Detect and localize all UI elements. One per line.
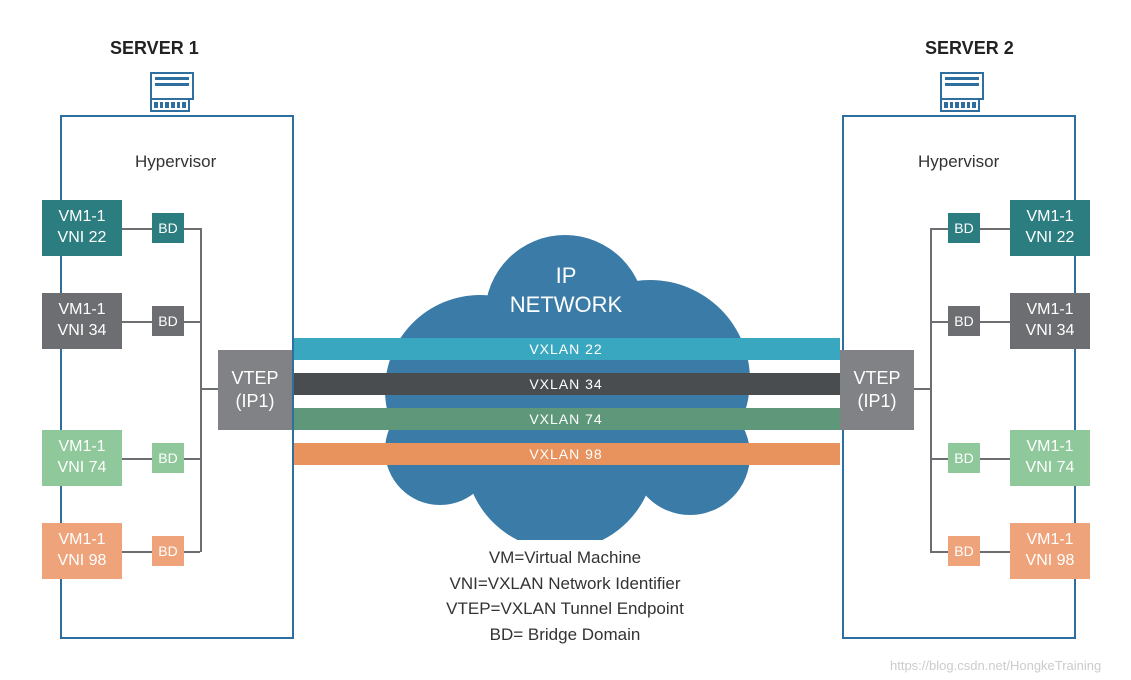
wire <box>184 458 200 460</box>
bd-box: BD <box>948 306 980 336</box>
server-1-vtep: VTEP (IP1) <box>218 350 292 430</box>
watermark: https://blog.csdn.net/HongkeTraining <box>890 658 1101 673</box>
vm-box: VM1-1VNI 98 <box>1010 523 1090 579</box>
vm-box: VM1-1VNI 34 <box>1010 293 1090 349</box>
server-2-bus <box>930 228 932 552</box>
vm-name: VM1-1 <box>58 437 105 458</box>
legend-line: BD= Bridge Domain <box>400 622 730 648</box>
wire <box>980 551 1010 553</box>
vxlan-tunnel: VXLAN 22 <box>292 338 840 360</box>
vm-name: VM1-1 <box>58 300 105 321</box>
legend-line: VNI=VXLAN Network Identifier <box>400 571 730 597</box>
vtep-label-2: (IP1) <box>235 390 274 413</box>
bd-box: BD <box>152 213 184 243</box>
server-1-icon <box>150 72 194 112</box>
server-1-bus <box>200 228 202 552</box>
wire <box>930 321 948 323</box>
wire <box>980 321 1010 323</box>
vtep-label-1: VTEP <box>853 367 900 390</box>
bd-box: BD <box>152 536 184 566</box>
vm-name: VM1-1 <box>1026 437 1073 458</box>
wire <box>930 228 948 230</box>
server-2-bus-to-vtep <box>914 388 932 390</box>
vm-vni: VNI 98 <box>58 551 107 572</box>
bd-box: BD <box>152 306 184 336</box>
vm-box: VM1-1VNI 98 <box>42 523 122 579</box>
wire <box>184 228 200 230</box>
vm-box: VM1-1VNI 74 <box>42 430 122 486</box>
vxlan-tunnel: VXLAN 74 <box>292 408 840 430</box>
vm-vni: VNI 74 <box>58 458 107 479</box>
wire <box>930 551 948 553</box>
cloud-label: IP NETWORK <box>500 262 632 319</box>
server-1-hypervisor-label: Hypervisor <box>135 152 216 172</box>
legend-line: VTEP=VXLAN Tunnel Endpoint <box>400 596 730 622</box>
vxlan-tunnel: VXLAN 34 <box>292 373 840 395</box>
server-1-title: SERVER 1 <box>110 38 199 59</box>
vm-box: VM1-1VNI 74 <box>1010 430 1090 486</box>
vm-vni: VNI 34 <box>58 321 107 342</box>
wire <box>122 551 152 553</box>
vm-vni: VNI 22 <box>1026 228 1075 249</box>
bd-box: BD <box>152 443 184 473</box>
cloud-label-1: IP <box>556 263 577 288</box>
wire <box>930 458 948 460</box>
wire <box>980 458 1010 460</box>
vm-vni: VNI 22 <box>58 228 107 249</box>
vm-name: VM1-1 <box>58 207 105 228</box>
vm-name: VM1-1 <box>1026 530 1073 551</box>
vtep-label-1: VTEP <box>231 367 278 390</box>
bd-box: BD <box>948 536 980 566</box>
wire <box>122 321 152 323</box>
server-1-bus-to-vtep <box>200 388 218 390</box>
wire <box>980 228 1010 230</box>
server-2-title: SERVER 2 <box>925 38 1014 59</box>
legend-line: VM=Virtual Machine <box>400 545 730 571</box>
bd-box: BD <box>948 213 980 243</box>
vm-box: VM1-1VNI 22 <box>1010 200 1090 256</box>
vm-name: VM1-1 <box>58 530 105 551</box>
vm-vni: VNI 98 <box>1026 551 1075 572</box>
vm-vni: VNI 74 <box>1026 458 1075 479</box>
vxlan-tunnel: VXLAN 98 <box>292 443 840 465</box>
vtep-label-2: (IP1) <box>857 390 896 413</box>
legend: VM=Virtual Machine VNI=VXLAN Network Ide… <box>400 545 730 647</box>
vm-box: VM1-1VNI 22 <box>42 200 122 256</box>
server-2-icon <box>940 72 984 112</box>
server-2-hypervisor-label: Hypervisor <box>918 152 999 172</box>
wire <box>184 321 200 323</box>
bd-box: BD <box>948 443 980 473</box>
cloud-label-2: NETWORK <box>510 292 622 317</box>
wire <box>122 458 152 460</box>
wire <box>184 551 200 553</box>
vm-vni: VNI 34 <box>1026 321 1075 342</box>
server-2-vtep: VTEP (IP1) <box>840 350 914 430</box>
vm-name: VM1-1 <box>1026 300 1073 321</box>
wire <box>122 228 152 230</box>
vm-name: VM1-1 <box>1026 207 1073 228</box>
vm-box: VM1-1VNI 34 <box>42 293 122 349</box>
